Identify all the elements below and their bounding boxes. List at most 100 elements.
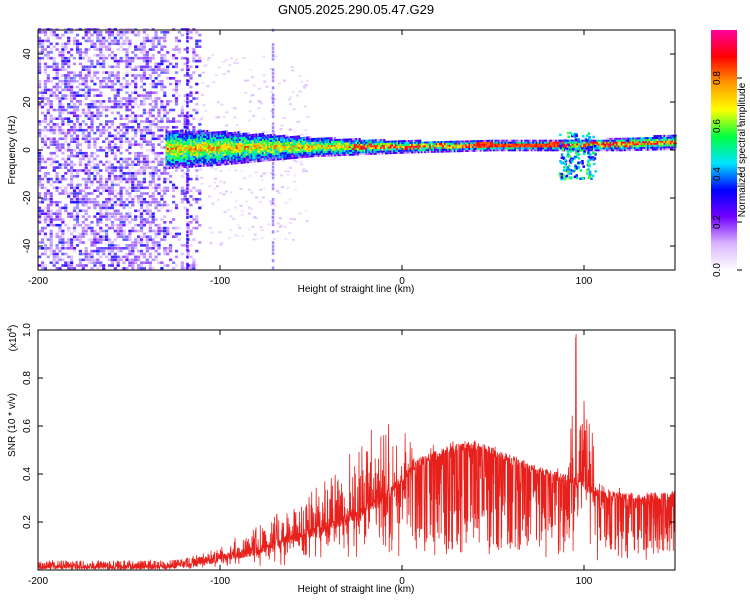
spectrogram-cell [99,160,103,164]
spectrogram-band-cell [230,143,233,146]
spectrogram-cell [137,267,141,270]
spectrogram-cell [209,242,213,245]
spectrogram-cell [183,28,187,31]
spectrogram-cell [113,212,117,215]
spectrogram-cell [186,74,190,77]
spectrogram-cell [61,120,65,123]
spectrogram-band-cell [330,139,333,142]
spectrogram-cell [113,105,117,109]
spectrogram-cell [78,128,82,132]
spectrogram-band-cell [208,153,210,155]
spectrogram-streak-cell [186,72,189,75]
spectrogram-cell [70,54,74,57]
spectrogram-cell [252,114,256,117]
spectrogram-cell [81,82,85,86]
spectrogram-band-cell [471,146,474,148]
spectrogram-cell [102,79,106,83]
spectrogram-cell [61,238,65,241]
spectrogram-band-cell [253,160,256,163]
spectrogram-cell [96,54,100,57]
spectrogram-cell [55,166,59,169]
spectrogram-band-cell [235,144,238,147]
spectrogram-band-cell [263,146,266,149]
spectrogram-streak-cell [271,241,275,245]
spectrogram-band-cell [458,144,461,147]
spectrogram-band-cell [384,142,387,145]
spectrogram-band-cell [222,134,225,137]
spectrogram-cell [46,77,50,80]
spectrogram-cell [166,100,170,103]
spectrogram-band-cell [275,149,278,151]
spectrogram-cell [96,249,100,253]
spectrogram-cell [174,120,179,123]
spectrogram-band-cell [427,151,430,153]
spectrogram-cell [96,163,100,166]
spectrogram-cell [264,171,268,174]
spectrogram-cell [139,223,144,227]
spectrogram-cell [174,85,179,89]
spectrogram-band-cell [199,145,202,148]
spectrogram-band-cell [275,139,278,142]
spectrogram-cell [148,91,152,94]
spectrogram-band-cell [406,142,409,144]
spectrogram-cell [174,39,179,43]
spectrogram-cell [87,154,91,158]
spectrogram-cell [52,151,56,155]
spectrogram-cell [64,85,68,89]
spectrogram-cell [90,249,94,253]
spectrogram-band-cell [330,150,333,153]
spectrogram-band-cell [380,150,382,153]
spectrogram-cell [148,180,152,184]
spectrogram-cell [55,261,59,264]
spectrogram-cell [72,198,77,201]
spectrogram-band-cell [183,158,186,161]
spectrogram-cell [99,183,103,187]
spectrogram-band-cell [373,141,376,144]
spectrogram-cell [157,82,161,86]
spectrogram-cell [61,264,65,267]
spectrogram-band-cell [268,149,271,152]
spectrogram-band-cell [303,154,305,157]
spectrogram-streak-cell [186,230,189,234]
spectrogram-band-cell [380,141,382,143]
spectrogram-band-cell [258,160,261,163]
spectrogram-band-cell [165,167,168,170]
spectrogram-cell [189,267,193,270]
spectrogram-band-cell [488,149,491,152]
spectrogram-band-cell [339,138,341,141]
spectrogram-cell [52,252,56,256]
spectrogram-band-cell [312,137,315,140]
spectrogram-cell [61,143,65,146]
spectrogram-band-cell [288,155,291,158]
spectrogram-cell [96,241,100,244]
spectrogram-band-cell [245,157,248,160]
spectrogram-band-cell [317,151,320,154]
spectrogram-band-cell [253,156,256,159]
spectrogram-cell [145,235,149,238]
spectrogram-cell [204,63,208,66]
spectrogram-streak-cell [271,100,275,104]
spectrogram-band-cell [253,151,256,153]
spectrogram-band-cell [235,146,238,149]
spectrogram-band-cell [407,145,410,148]
spectrogram-band-cell [358,138,361,140]
spectrogram-cell [195,189,199,192]
spectrogram-band-cell [298,137,301,140]
spectrogram-cell [148,261,152,264]
spectrogram-band-cell [301,156,304,159]
spectrogram-band-cell [270,136,273,138]
spectrogram-band-cell [435,148,438,151]
spectrogram-band-cell [294,152,297,155]
spectrogram-cell [49,160,53,164]
spectrogram-band-cell [404,149,407,152]
spectrogram-band-cell [458,142,461,145]
spectrogram-band-cell [437,146,440,149]
spectrogram-cell [139,267,144,270]
spectrogram-cell [157,209,161,213]
spectrogram-cell [189,94,193,97]
spectrogram-cell [72,163,77,166]
spectrogram-cell [96,77,100,80]
spectrogram-band-cell [181,143,184,146]
spectrogram-band-cell [296,147,299,149]
spectrogram-cell [38,105,42,109]
